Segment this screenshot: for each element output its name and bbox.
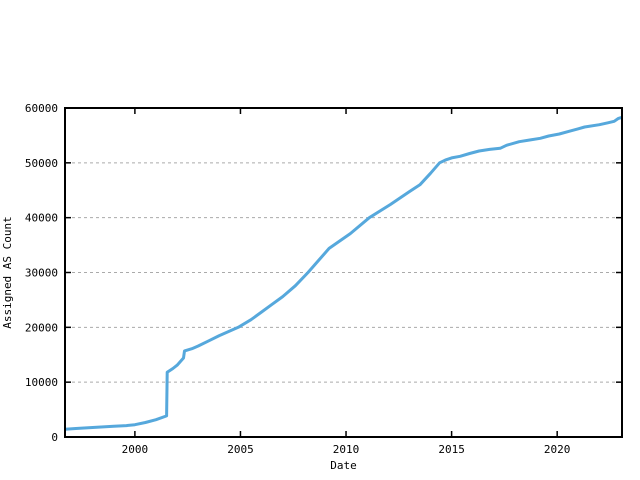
x-tick-label: 2000	[122, 443, 149, 456]
y-tick-label: 50000	[25, 157, 58, 170]
x-tick-label: 2005	[227, 443, 254, 456]
y-tick-label: 40000	[25, 212, 58, 225]
y-tick-label: 30000	[25, 267, 58, 280]
x-tick-label: 2015	[438, 443, 465, 456]
y-tick-label: 0	[51, 431, 58, 444]
axis-layer	[64, 107, 623, 438]
x-axis-title: Date	[330, 459, 357, 472]
y-tick-label: 20000	[25, 321, 58, 334]
grid-layer	[66, 162, 621, 383]
y-tick-label: 60000	[25, 102, 58, 115]
y-axis-title: Assigned AS Count	[1, 216, 14, 329]
as-count-line	[65, 115, 622, 431]
x-tick-label: 2020	[544, 443, 571, 456]
label-layer: Assigned AS Count Date 0 10000 20000 30000 4…	[1, 102, 570, 472]
y-tick-label: 10000	[25, 376, 58, 389]
series-layer	[65, 115, 622, 431]
x-tick-label: 2010	[333, 443, 360, 456]
